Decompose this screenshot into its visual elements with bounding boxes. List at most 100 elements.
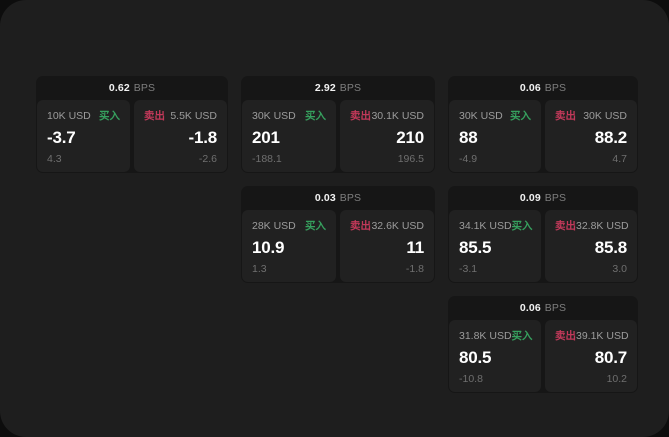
quote-card-2-1-panels: 30K USD 买入 201 -188.1 卖出 30.1K USD 210 196.5 bbox=[241, 100, 435, 173]
quote-card-2-2-panels: 28K USD 买入 10.9 1.3 卖出 32.6K USD 11 -1.8 bbox=[241, 210, 435, 283]
quote-card-1-1-bps-value: 0.62 bbox=[108, 82, 130, 94]
quote-card-3-1-buy-size: 30K USD bbox=[459, 109, 503, 122]
quote-card-3-1-sell-header: 卖出 30K USD bbox=[555, 109, 627, 123]
quote-card-1-1-buy-price: -3.7 bbox=[47, 128, 76, 148]
quote-card-3-3-buy-size: 31.8K USD bbox=[459, 329, 512, 342]
quote-card-3-1-sell-panel[interactable]: 卖出 30K USD 88.2 4.7 bbox=[545, 100, 637, 172]
quote-card-1-1-sell-price: -1.8 bbox=[188, 128, 218, 148]
quote-card-3-1-sell-delta: 4.7 bbox=[612, 152, 627, 165]
quote-card-3-2-sell-size: 32.8K USD bbox=[576, 219, 629, 232]
quote-card-3-1-bps-unit: BPS bbox=[544, 82, 567, 94]
quote-card-1-1-sell-header: 卖出 5.5K USD bbox=[144, 109, 217, 123]
quote-card-2-2-buy-price: 10.9 bbox=[252, 238, 285, 258]
quote-card-2-2-bps-unit: BPS bbox=[339, 192, 362, 204]
buy-label[interactable]: 买入 bbox=[305, 110, 326, 122]
quote-card-2-1-buy-price: 201 bbox=[252, 128, 280, 148]
quote-card-3-3[interactable]: 0.06 BPS 31.8K USD 买入 80.5 -10.8 卖出 39.1K USD 80… bbox=[448, 296, 638, 393]
sell-label[interactable]: 卖出 bbox=[555, 220, 576, 232]
buy-label[interactable]: 买入 bbox=[511, 330, 533, 342]
quote-card-3-3-sell-header: 卖出 39.1K USD bbox=[555, 329, 629, 343]
buy-label[interactable]: 买入 bbox=[511, 220, 533, 232]
quote-card-3-2-bps-header: 0.09 BPS bbox=[448, 186, 638, 210]
quote-card-3-2-buy-size: 34.1K USD bbox=[459, 219, 512, 232]
sell-label[interactable]: 卖出 bbox=[555, 330, 576, 342]
quote-card-3-3-buy-panel[interactable]: 31.8K USD 买入 80.5 -10.8 bbox=[449, 320, 541, 392]
quote-card-3-3-buy-price: 80.5 bbox=[459, 348, 492, 368]
quote-card-1-1-buy-panel[interactable]: 10K USD 买入 -3.7 4.3 bbox=[37, 100, 130, 172]
quote-card-3-1-sell-price: 88.2 bbox=[594, 128, 627, 148]
quote-card-2-2-sell-price: 11 bbox=[406, 238, 424, 258]
column-1: 0.62 BPS 10K USD 买入 -3.7 4.3 卖出 5.5K USD -1.8 -2.… bbox=[36, 76, 228, 173]
quote-card-3-3-bps-header: 0.06 BPS bbox=[448, 296, 638, 320]
quote-card-2-2-buy-size: 28K USD bbox=[252, 219, 296, 232]
quote-card-3-3-panels: 31.8K USD 买入 80.5 -10.8 卖出 39.1K USD 80.7 10.2 bbox=[448, 320, 638, 393]
quote-card-3-2-panels: 34.1K USD 买入 85.5 -3.1 卖出 32.8K USD 85.8 3.0 bbox=[448, 210, 638, 283]
quote-card-1-1-bps-header: 0.62 BPS bbox=[36, 76, 228, 100]
quote-card-2-1-bps-value: 2.92 bbox=[314, 82, 336, 94]
quote-card-1-1-buy-header: 10K USD 买入 bbox=[47, 109, 120, 123]
quote-card-2-2-buy-panel[interactable]: 28K USD 买入 10.9 1.3 bbox=[242, 210, 336, 282]
quote-card-3-2-sell-delta: 3.0 bbox=[612, 262, 627, 275]
quote-card-2-2-sell-panel[interactable]: 卖出 32.6K USD 11 -1.8 bbox=[340, 210, 434, 282]
quote-card-2-1-bps-header: 2.92 BPS bbox=[241, 76, 435, 100]
quote-card-3-3-sell-delta: 10.2 bbox=[606, 372, 627, 385]
quote-card-grid: 0.62 BPS 10K USD 买入 -3.7 4.3 卖出 5.5K USD -1.8 -2.… bbox=[36, 76, 638, 393]
quote-card-2-1-buy-delta: -188.1 bbox=[252, 152, 282, 165]
buy-label[interactable]: 买入 bbox=[305, 220, 326, 232]
quote-card-3-1-buy-price: 88 bbox=[459, 128, 478, 148]
sell-label[interactable]: 卖出 bbox=[350, 220, 371, 232]
quote-card-2-1-buy-header: 30K USD 买入 bbox=[252, 109, 326, 123]
quote-card-2-1-sell-delta: 196.5 bbox=[397, 152, 424, 165]
quote-card-3-1-buy-header: 30K USD 买入 bbox=[459, 109, 531, 123]
quote-card-3-2-sell-price: 85.8 bbox=[594, 238, 627, 258]
quote-card-3-2-buy-header: 34.1K USD 买入 bbox=[459, 219, 533, 233]
quote-card-2-1-sell-panel[interactable]: 卖出 30.1K USD 210 196.5 bbox=[340, 100, 434, 172]
quote-card-2-1-sell-size: 30.1K USD bbox=[371, 109, 424, 122]
quote-card-3-1-bps-header: 0.06 BPS bbox=[448, 76, 638, 100]
quote-card-3-2-buy-panel[interactable]: 34.1K USD 买入 85.5 -3.1 bbox=[449, 210, 541, 282]
quote-card-3-1-panels: 30K USD 买入 88 -4.9 卖出 30K USD 88.2 4.7 bbox=[448, 100, 638, 173]
quote-card-1-1-buy-size: 10K USD bbox=[47, 109, 91, 122]
quote-card-3-3-sell-panel[interactable]: 卖出 39.1K USD 80.7 10.2 bbox=[545, 320, 637, 392]
sell-label[interactable]: 卖出 bbox=[144, 110, 165, 122]
quote-card-3-1[interactable]: 0.06 BPS 30K USD 买入 88 -4.9 卖出 30K USD 88.2 4.7 bbox=[448, 76, 638, 173]
buy-label[interactable]: 买入 bbox=[99, 110, 120, 122]
quote-card-3-2-buy-delta: -3.1 bbox=[459, 262, 478, 275]
quote-card-2-1[interactable]: 2.92 BPS 30K USD 买入 201 -188.1 卖出 30.1K USD 210 1… bbox=[241, 76, 435, 173]
quote-card-1-1-sell-size: 5.5K USD bbox=[170, 109, 217, 122]
buy-label[interactable]: 买入 bbox=[510, 110, 531, 122]
quote-card-3-3-buy-delta: -10.8 bbox=[459, 372, 483, 385]
quote-card-2-2-sell-size: 32.6K USD bbox=[371, 219, 424, 232]
quote-card-3-2-sell-header: 卖出 32.8K USD bbox=[555, 219, 629, 233]
sell-label[interactable]: 卖出 bbox=[555, 110, 576, 122]
quote-card-2-1-sell-price: 210 bbox=[396, 128, 424, 148]
quote-card-2-1-bps-unit: BPS bbox=[339, 82, 362, 94]
quote-card-3-1-sell-size: 30K USD bbox=[583, 109, 627, 122]
quote-card-1-1-sell-panel[interactable]: 卖出 5.5K USD -1.8 -2.6 bbox=[134, 100, 227, 172]
quote-card-3-2-buy-price: 85.5 bbox=[459, 238, 492, 258]
quote-card-2-2-sell-header: 卖出 32.6K USD bbox=[350, 219, 424, 233]
quote-card-3-1-bps-value: 0.06 bbox=[519, 82, 541, 94]
quote-card-3-2-bps-unit: BPS bbox=[544, 192, 567, 204]
quote-card-1-1-buy-delta: 4.3 bbox=[47, 152, 62, 165]
quote-card-2-1-sell-header: 卖出 30.1K USD bbox=[350, 109, 424, 123]
quote-card-3-2-bps-value: 0.09 bbox=[519, 192, 541, 204]
quote-card-3-3-bps-value: 0.06 bbox=[519, 302, 541, 314]
quote-card-2-2[interactable]: 0.03 BPS 28K USD 买入 10.9 1.3 卖出 32.6K USD 11 -1.8 bbox=[241, 186, 435, 283]
quote-card-1-1-bps-unit: BPS bbox=[133, 82, 156, 94]
quote-card-3-3-sell-size: 39.1K USD bbox=[576, 329, 629, 342]
quote-card-3-3-sell-price: 80.7 bbox=[594, 348, 627, 368]
quote-card-3-3-buy-header: 31.8K USD 买入 bbox=[459, 329, 533, 343]
quote-card-3-3-bps-unit: BPS bbox=[544, 302, 567, 314]
quote-card-3-1-buy-delta: -4.9 bbox=[459, 152, 478, 165]
quote-card-3-2[interactable]: 0.09 BPS 34.1K USD 买入 85.5 -3.1 卖出 32.8K USD 85.… bbox=[448, 186, 638, 283]
quote-card-1-1-panels: 10K USD 买入 -3.7 4.3 卖出 5.5K USD -1.8 -2.6 bbox=[36, 100, 228, 173]
quote-card-2-2-buy-delta: 1.3 bbox=[252, 262, 267, 275]
quote-card-2-1-buy-panel[interactable]: 30K USD 买入 201 -188.1 bbox=[242, 100, 336, 172]
quote-card-1-1[interactable]: 0.62 BPS 10K USD 买入 -3.7 4.3 卖出 5.5K USD -1.8 -2.… bbox=[36, 76, 228, 173]
quote-card-3-2-sell-panel[interactable]: 卖出 32.8K USD 85.8 3.0 bbox=[545, 210, 637, 282]
sell-label[interactable]: 卖出 bbox=[350, 110, 371, 122]
column-2: 2.92 BPS 30K USD 买入 201 -188.1 卖出 30.1K USD 210 1… bbox=[241, 76, 435, 283]
quote-card-3-1-buy-panel[interactable]: 30K USD 买入 88 -4.9 bbox=[449, 100, 541, 172]
